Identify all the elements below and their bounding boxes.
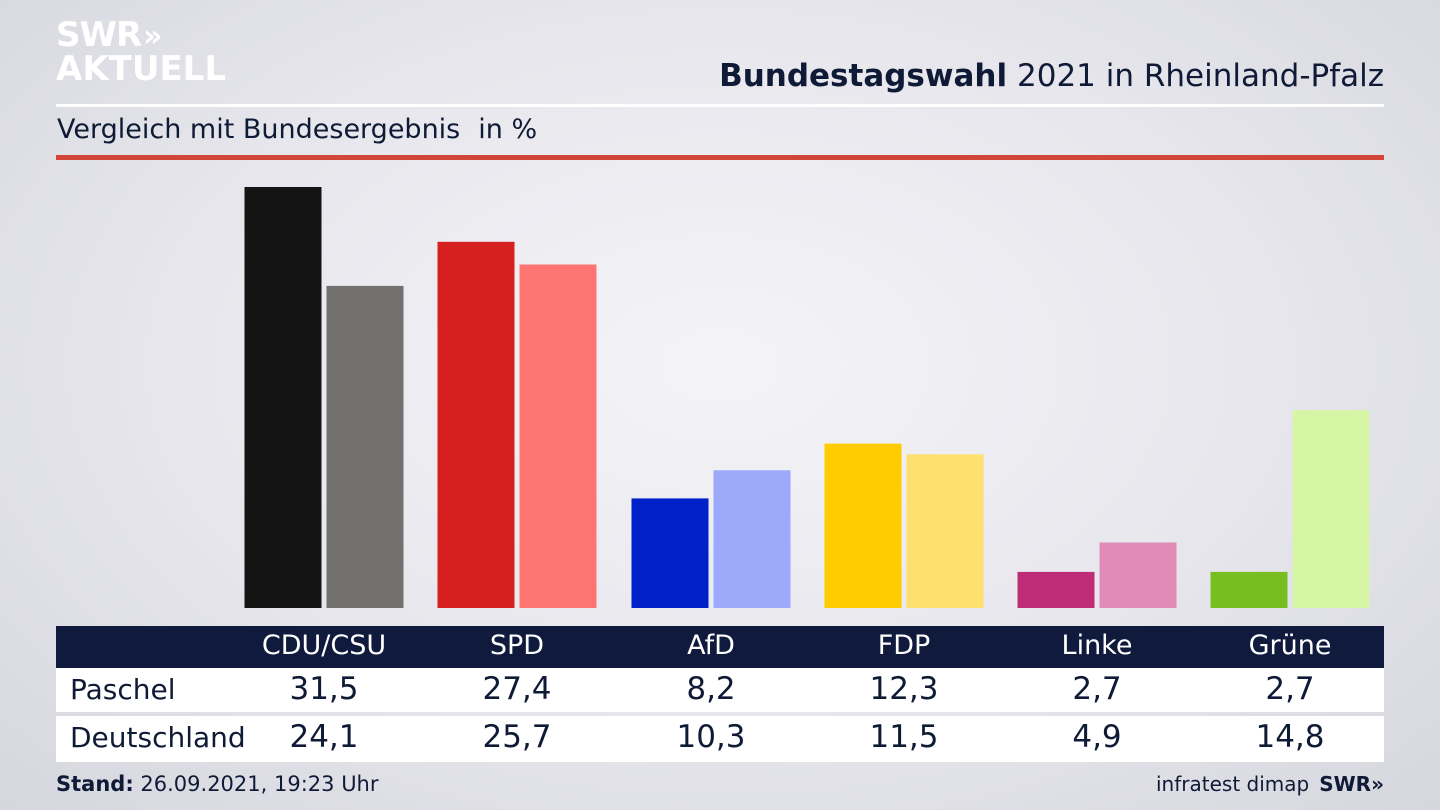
source-credit: infratest dimap SWR» (1156, 772, 1384, 796)
subtitle-text: Vergleich mit Bundesergebnis (57, 114, 461, 145)
bar-grüne-paschel (1210, 571, 1288, 608)
bar-linke-paschel (1017, 571, 1095, 608)
bar-spd-paschel (437, 241, 515, 609)
column-header-grüne: Grüne (1248, 630, 1332, 661)
bar-spd-deutschland (519, 264, 597, 608)
timestamp-label: Stand: (56, 772, 134, 796)
value-deutschland-spd: 25,7 (482, 719, 552, 755)
bar-cdu-csu-paschel (244, 187, 322, 608)
timestamp-value: 26.09.2021, 19:23 Uhr (140, 772, 379, 796)
logo-aktuell: AKTUELL (56, 49, 227, 89)
value-paschel-spd: 27,4 (482, 671, 552, 707)
column-header-fdp: FDP (877, 630, 931, 661)
bar-cdu-csu-deutschland (326, 285, 404, 608)
value-deutschland-cdu-csu: 24,1 (289, 719, 359, 755)
column-header-spd: SPD (489, 630, 545, 661)
column-header-cdu-csu: CDU/CSU (261, 630, 387, 661)
table-header: CDU/CSU SPD AfD FDP Linke Grüne (56, 626, 1384, 668)
logo-swr: SWR (56, 15, 142, 55)
row-label-deutschland: Deutschland (70, 721, 246, 754)
value-paschel-afd: 8,2 (686, 671, 736, 707)
value-deutschland-afd: 10,3 (676, 719, 746, 755)
value-deutschland-fdp: 11,5 (869, 719, 939, 755)
value-paschel-fdp: 12,3 (869, 671, 939, 707)
bar-grüne-deutschland (1292, 410, 1370, 608)
column-header-linke: Linke (1061, 630, 1133, 661)
table-row-deutschland: Deutschland 24,1 25,7 10,3 11,5 4,9 14,8 (56, 716, 1384, 762)
chart-title-bold: Bundestagswahl (719, 58, 1008, 94)
subtitle-unit: in % (478, 114, 538, 145)
swr-brand-logo: SWR» (1319, 772, 1384, 796)
chart-title-rest: 2021 in Rheinland-Pfalz (1017, 58, 1384, 94)
swr-aktuell-logo: SWR» AKTUELL (56, 18, 226, 86)
value-paschel-linke: 2,7 (1072, 671, 1122, 707)
table-row-paschel: Paschel 31,5 27,4 8,2 12,3 2,7 2,7 (56, 668, 1384, 712)
bar-fdp-paschel (824, 443, 902, 608)
row-label-paschel: Paschel (70, 673, 176, 706)
chart-subtitle: Vergleich mit Bundesergebnis in % (57, 114, 537, 145)
value-deutschland-grüne: 14,8 (1255, 719, 1325, 755)
value-paschel-grüne: 2,7 (1265, 671, 1315, 707)
value-deutschland-linke: 4,9 (1072, 719, 1122, 755)
bar-fdp-deutschland (906, 454, 984, 608)
bar-afd-deutschland (713, 470, 791, 608)
bar-linke-deutschland (1099, 542, 1177, 608)
source-name: infratest dimap (1156, 772, 1310, 796)
value-paschel-cdu-csu: 31,5 (289, 671, 359, 707)
divider-accent (56, 155, 1384, 160)
chart-title: Bundestagswahl 2021 in Rheinland-Pfalz (719, 58, 1384, 94)
timestamp: Stand: 26.09.2021, 19:23 Uhr (56, 772, 379, 796)
divider-white (56, 104, 1384, 107)
bar-afd-paschel (631, 498, 709, 608)
column-header-afd: AfD (687, 630, 735, 661)
